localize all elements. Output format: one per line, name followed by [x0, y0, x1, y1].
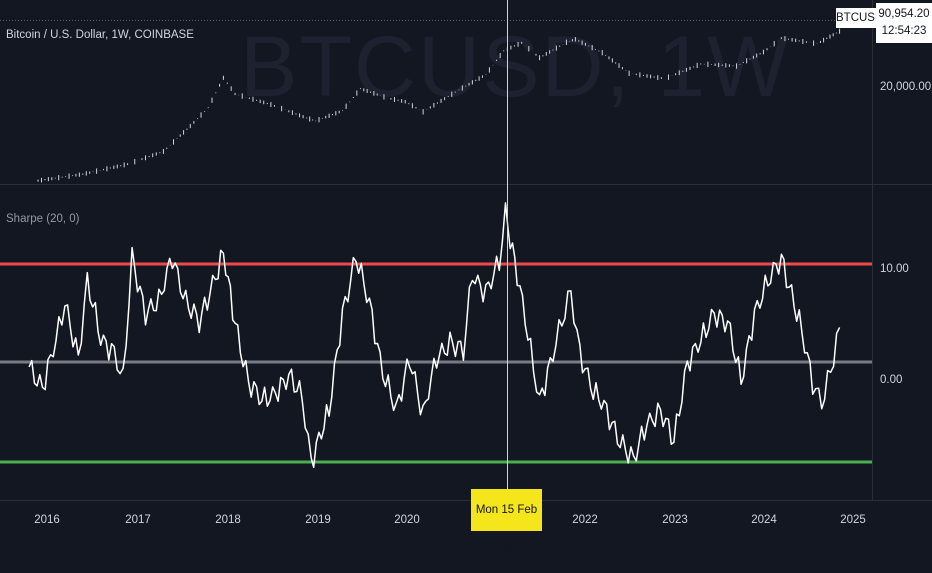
- year-tick-2024: 2024: [751, 514, 777, 526]
- crosshair-date-label: Mon 15 Feb '21: [471, 489, 542, 558]
- last-price-value: 90,954.20: [878, 8, 930, 20]
- last-price-box: 90,954.20 12:54:23: [876, 3, 932, 43]
- indicator-title[interactable]: Sharpe (20, 0): [6, 213, 80, 225]
- bar-countdown: 12:54:23: [881, 25, 927, 37]
- sharpe-tick-10: 10.00: [880, 263, 909, 275]
- year-tick-2019: 2019: [305, 514, 331, 526]
- sharpe-tick-0: 0.00: [880, 374, 903, 386]
- year-tick-2017: 2017: [125, 514, 151, 526]
- sharpe-line: [28, 202, 841, 469]
- sharpe-series: [28, 202, 841, 469]
- price-series: [37, 28, 841, 183]
- year-tick-2016: 2016: [34, 514, 60, 526]
- year-tick-2018: 2018: [215, 514, 241, 526]
- year-tick-2023: 2023: [662, 514, 688, 526]
- year-tick-2020: 2020: [394, 514, 420, 526]
- symbol-title[interactable]: Bitcoin / U.S. Dollar, 1W, COINBASE: [6, 29, 194, 41]
- chart-canvas[interactable]: [0, 0, 932, 550]
- year-tick-2025: 2025: [840, 514, 866, 526]
- symbol-tag: BTCUSD: [836, 8, 883, 28]
- price-tick-label: 20,000.00: [880, 81, 932, 93]
- year-tick-2022: 2022: [572, 514, 598, 526]
